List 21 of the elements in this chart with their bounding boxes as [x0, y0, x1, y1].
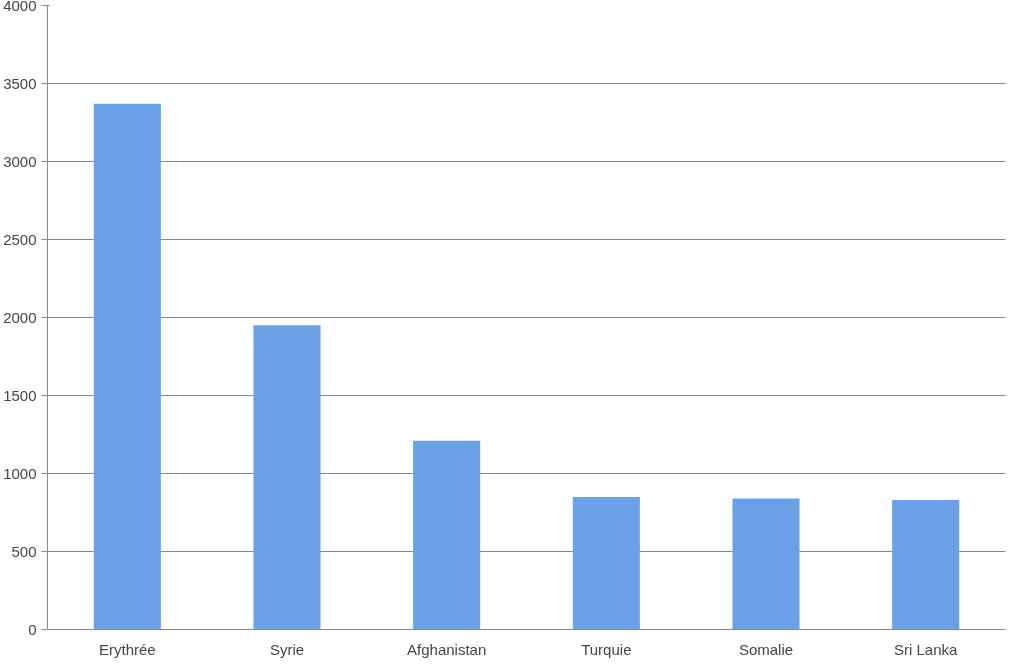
y-tick-label: 0 — [28, 620, 37, 638]
y-tick-label: 3500 — [3, 74, 37, 92]
y-tick-label: 1000 — [3, 464, 37, 482]
x-tick-label: Afghanistan — [407, 640, 487, 658]
bar — [93, 103, 161, 630]
bar — [732, 498, 800, 630]
x-tick-label: Erythrée — [98, 640, 156, 658]
y-tick-label: 2500 — [3, 230, 37, 248]
x-tick-label: Syrie — [269, 640, 305, 658]
y-tick-label: 4000 — [3, 0, 37, 14]
x-tick-label: Turquie — [581, 640, 632, 658]
y-tick-label: 2000 — [3, 308, 37, 326]
bar — [892, 500, 960, 630]
bar — [253, 325, 321, 630]
bar — [572, 496, 640, 630]
y-tick-label: 3000 — [3, 152, 37, 170]
y-tick-label: 1500 — [3, 386, 37, 404]
y-tick-label: 500 — [11, 542, 37, 560]
x-tick-label: Somalie — [738, 640, 794, 658]
bar — [413, 440, 481, 630]
x-tick-label: Sri Lanka — [893, 640, 959, 658]
